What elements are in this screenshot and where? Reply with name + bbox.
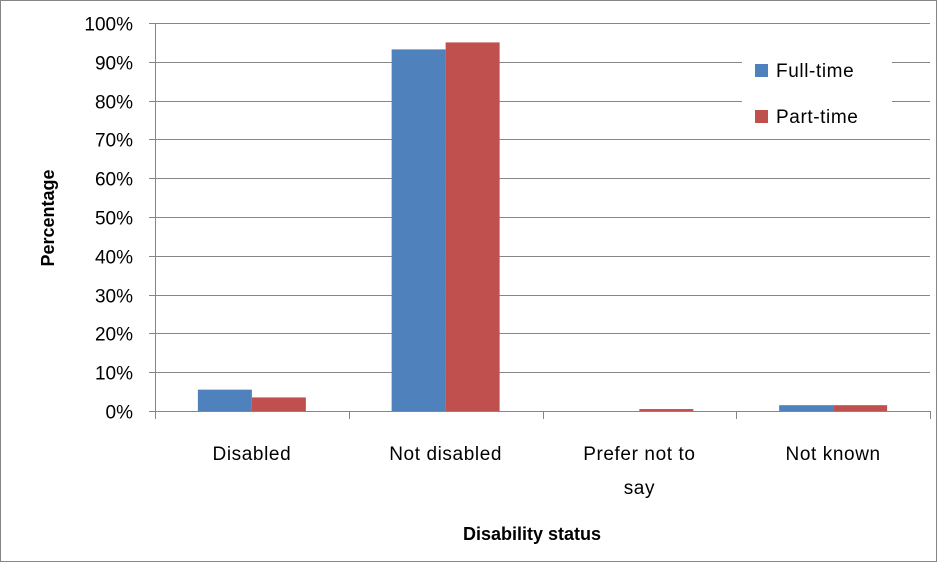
legend-label-full-time: Full-time [776, 61, 854, 82]
bar-full-time-4 [779, 405, 834, 411]
y-tick-label: 80% [95, 93, 133, 114]
y-tick-labels: 0% 10% 20% 30% 40% 50% 60% 70% 80% 90% 100% [84, 15, 133, 424]
bar-full-time-2 [391, 49, 446, 411]
bar-part-time-4 [833, 405, 888, 411]
bar-full-time-1 [197, 389, 252, 411]
y-tick-label: 70% [95, 131, 133, 152]
gridlines [155, 23, 930, 373]
bar-part-time-2 [445, 42, 500, 412]
x-tick-label: Not disabled [389, 444, 502, 465]
x-axis-title: Disability status [463, 524, 601, 544]
bar-part-time-3 [639, 409, 694, 411]
y-tick-label: 30% [95, 287, 133, 308]
y-tick-label: 90% [95, 54, 133, 75]
y-tick-label: 0% [106, 403, 134, 424]
y-axis-title: Percentage [38, 169, 58, 266]
bars [197, 42, 888, 412]
legend-label-part-time: Part-time [776, 107, 858, 128]
y-tick-label: 60% [95, 170, 133, 191]
y-tick-label: 40% [95, 248, 133, 269]
legend: Full-time Part-time [742, 52, 892, 138]
y-tick-label: 100% [84, 15, 133, 36]
x-tick-label: Not known [786, 444, 881, 465]
y-tick-label: 50% [95, 209, 133, 230]
y-tick-label: 20% [95, 325, 133, 346]
axes [149, 23, 931, 419]
legend-swatch-part-time [755, 110, 768, 123]
x-tick-label: say [624, 478, 655, 499]
x-tick-labels: Disabled Not disabled Prefer not to say Not … [213, 444, 881, 499]
x-tick-label: Disabled [213, 444, 292, 465]
legend-swatch-full-time [755, 64, 768, 77]
bar-part-time-1 [251, 397, 306, 411]
y-tick-label: 10% [95, 364, 133, 385]
x-tick-label: Prefer not to [583, 444, 695, 465]
